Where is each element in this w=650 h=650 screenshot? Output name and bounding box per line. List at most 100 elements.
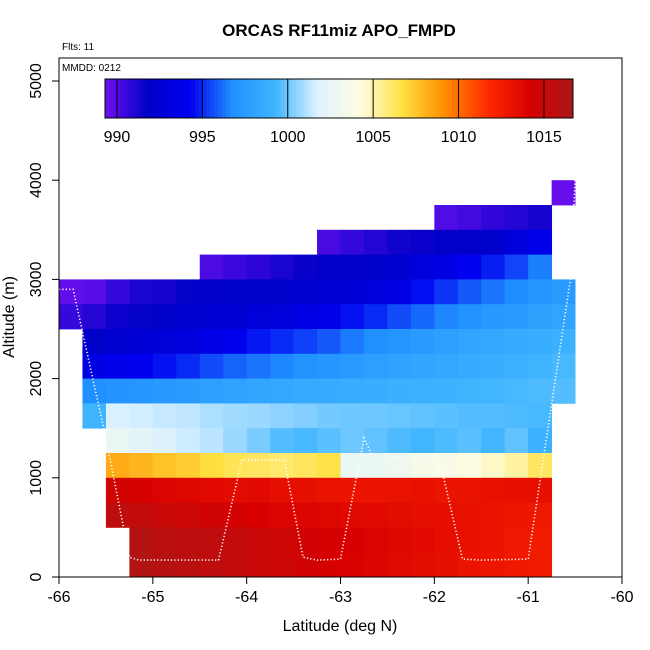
- colorbar-segment: [124, 79, 129, 118]
- colorbar-segment: [198, 79, 203, 118]
- heatmap-cell: [176, 453, 201, 479]
- heatmap-cell: [293, 428, 318, 454]
- heatmap-cell: [270, 304, 294, 330]
- heatmap-cell: [82, 304, 107, 330]
- colorbar-segment: [557, 79, 562, 118]
- heatmap-cell: [105, 453, 130, 479]
- y-tick-label: 1000: [28, 460, 45, 496]
- heatmap-cell: [387, 279, 412, 305]
- colorbar-segment: [144, 79, 149, 118]
- heatmap-cell: [317, 453, 341, 479]
- heatmap-cell: [340, 527, 365, 553]
- heatmap-cell: [176, 502, 201, 528]
- colorbar-segment: [428, 79, 434, 118]
- colorbar-segment: [393, 79, 398, 118]
- colorbar-tick-label: 1005: [355, 129, 391, 146]
- heatmap-cell: [457, 428, 482, 454]
- colorbar-segment: [378, 79, 383, 118]
- colorbar-segment: [565, 79, 570, 118]
- colorbar-segment: [257, 79, 262, 118]
- heatmap-cell: [317, 304, 341, 330]
- heatmap-cell: [317, 552, 341, 578]
- heatmap-cell: [504, 502, 529, 528]
- heatmap-cell: [293, 279, 318, 305]
- heatmap-cell: [293, 453, 318, 479]
- heatmap-cell: [551, 329, 576, 355]
- colorbar-segment: [487, 79, 492, 118]
- heatmap-cell: [528, 329, 553, 355]
- heatmap-cell: [105, 378, 130, 404]
- colorbar-segment: [206, 79, 211, 118]
- colorbar-segment: [264, 79, 270, 118]
- colorbar-segment: [339, 79, 344, 118]
- heatmap-cell: [363, 279, 388, 305]
- heatmap-cell: [317, 279, 341, 305]
- heatmap-cell: [223, 502, 248, 528]
- heatmap-cell: [340, 304, 365, 330]
- heatmap-cell: [434, 527, 459, 553]
- colorbar-segment: [311, 79, 317, 118]
- colorbar-segment: [249, 79, 254, 118]
- colorbar-segment: [471, 79, 476, 118]
- heatmap-cell: [129, 353, 154, 379]
- colorbar-segment: [401, 79, 406, 118]
- colorbar-segment: [147, 79, 153, 118]
- heatmap-cell: [434, 403, 459, 429]
- colorbar-segment: [409, 79, 414, 118]
- heatmap-cell: [317, 378, 341, 404]
- x-tick-label: -63: [329, 589, 352, 606]
- heatmap-cell: [105, 353, 130, 379]
- heatmap-cell: [340, 378, 365, 404]
- heatmap-cell: [551, 279, 576, 305]
- colorbar-segment: [112, 79, 118, 118]
- heatmap-cell: [481, 329, 506, 355]
- heatmap-cell: [199, 279, 224, 305]
- y-tick-label: 4000: [28, 162, 45, 198]
- chart-title: ORCAS RF11miz APO_FMPD: [222, 21, 456, 40]
- heatmap-cell: [152, 477, 177, 503]
- heatmap-cell: [434, 279, 459, 305]
- heatmap-cell: [82, 378, 107, 404]
- heatmap-cell: [317, 329, 341, 355]
- heatmap-cell: [105, 502, 130, 528]
- heatmap-cell: [223, 453, 248, 479]
- heatmap-cell: [176, 477, 201, 503]
- colorbar-segment: [120, 79, 125, 118]
- heatmap-cell: [504, 254, 529, 280]
- flight-track-line: [59, 180, 576, 561]
- heatmap-cell: [481, 403, 506, 429]
- heatmap-cell: [457, 205, 482, 231]
- heatmap-cell: [199, 304, 224, 330]
- heatmap-cell: [528, 527, 553, 553]
- heatmap-cell: [199, 552, 224, 578]
- heatmap-cell: [270, 279, 294, 305]
- date-annotation: MMDD: 0212: [62, 63, 121, 74]
- heatmap-cell: [457, 229, 482, 255]
- heatmap-cell: [387, 329, 412, 355]
- heatmap-cell: [246, 353, 271, 379]
- heatmap-cell: [129, 453, 154, 479]
- heatmap-cell: [199, 403, 224, 429]
- x-tick-label: -62: [423, 589, 446, 606]
- heatmap-cell: [223, 428, 248, 454]
- heatmap-cell: [199, 502, 224, 528]
- heatmap-cell: [270, 329, 294, 355]
- heatmap-cell: [528, 304, 553, 330]
- heatmap-cell: [199, 378, 224, 404]
- heatmap-cell: [129, 477, 154, 503]
- heatmap-cell: [270, 353, 294, 379]
- heatmap-cell: [293, 552, 318, 578]
- heatmap-cell: [528, 205, 553, 231]
- heatmap-cell: [387, 552, 412, 578]
- heatmap-cell: [528, 552, 553, 578]
- colorbar-segment: [284, 79, 289, 118]
- heatmap-cell: [340, 353, 365, 379]
- x-tick-label: -60: [610, 589, 633, 606]
- colorbar-segment: [530, 79, 535, 118]
- flight-track: [59, 180, 576, 561]
- heatmap-cell: [223, 378, 248, 404]
- heatmap-cell: [504, 428, 529, 454]
- colorbar-segment: [354, 79, 359, 118]
- colorbar-segment: [151, 79, 157, 118]
